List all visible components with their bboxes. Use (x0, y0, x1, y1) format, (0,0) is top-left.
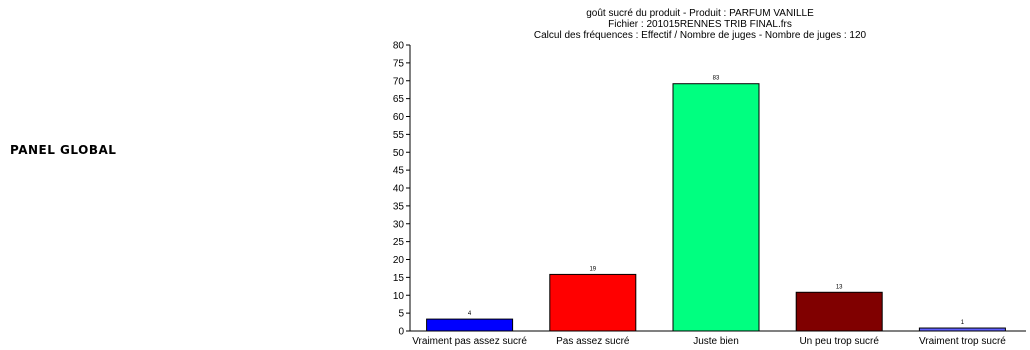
y-tick-label: 80 (393, 41, 405, 52)
y-tick-label: 65 (393, 94, 405, 105)
chart-title-line: goût sucré du produit - Produit : PARFUM… (586, 8, 814, 19)
bar (672, 83, 760, 332)
y-tick-label: 10 (393, 291, 405, 302)
data-label: 13 (836, 284, 843, 290)
category-label: Pas assez sucré (556, 336, 630, 347)
bar (549, 273, 637, 332)
y-tick-label: 20 (393, 255, 405, 266)
y-tick-label: 75 (393, 58, 405, 69)
y-tick-label: 60 (393, 112, 405, 123)
y-tick-label: 35 (393, 201, 405, 212)
bar (918, 327, 1006, 332)
chart-title: goût sucré du produit - Produit : PARFUM… (534, 8, 867, 41)
y-tick-label: 30 (393, 219, 405, 230)
data-label: 4 (468, 311, 472, 317)
data-label: 1 (961, 320, 965, 326)
y-tick-label: 5 (398, 309, 404, 320)
category-label: Vraiment trop sucré (919, 336, 1006, 347)
category-label: Juste bien (693, 336, 739, 347)
y-tick-label: 45 (393, 166, 405, 177)
bar (426, 318, 514, 332)
panel-label: PANEL GLOBAL (10, 143, 117, 157)
chart-title-line: Fichier : 201015RENNES TRIB FINAL.frs (608, 19, 792, 30)
y-tick-label: 40 (393, 184, 405, 195)
bar (795, 291, 883, 332)
chart-title-line: Calcul des fréquences : Effectif / Nombr… (534, 30, 867, 41)
y-tick-label: 0 (398, 327, 404, 338)
y-tick-label: 70 (393, 76, 405, 87)
data-label: 19 (589, 266, 596, 272)
y-tick-label: 15 (393, 273, 405, 284)
y-tick-label: 25 (393, 237, 405, 248)
y-tick-label: 50 (393, 148, 405, 159)
data-label: 83 (713, 76, 720, 82)
category-label: Un peu trop sucré (799, 336, 879, 347)
category-label: Vraiment pas assez sucré (412, 336, 527, 347)
chart-bars: 4 Vraiment pas assez sucré 19 Pas assez suc… (412, 76, 1006, 347)
y-tick-label: 55 (393, 130, 405, 141)
